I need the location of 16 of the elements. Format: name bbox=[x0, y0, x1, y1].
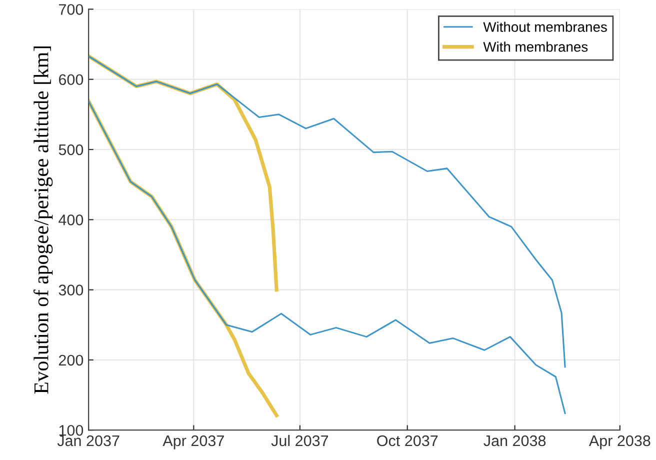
y-tick-label: 600 bbox=[58, 74, 84, 86]
y-tick-label: 700 bbox=[58, 4, 84, 15]
legend-label: Without membranes bbox=[483, 22, 607, 32]
x-tick-label: Jan 2038 bbox=[484, 435, 546, 446]
x-tick-label: Oct 2037 bbox=[377, 435, 438, 446]
y-axis-title: Evolution of apogee/perigee altitude [km] bbox=[33, 46, 53, 394]
y-tick-label: 400 bbox=[58, 214, 84, 226]
x-tick-label: Jul 2037 bbox=[271, 434, 328, 446]
y-tick-label: 100 bbox=[59, 424, 84, 436]
legend-label: With membranes bbox=[483, 42, 588, 52]
y-tick-label: 300 bbox=[58, 284, 84, 296]
y-tick-label: 200 bbox=[58, 354, 84, 366]
x-tick-label: Apr 2038 bbox=[588, 435, 650, 450]
x-tick-label: Jan 2037 bbox=[57, 435, 120, 446]
x-tick-label: Apr 2037 bbox=[162, 435, 224, 450]
y-tick-label: 500 bbox=[58, 144, 84, 156]
